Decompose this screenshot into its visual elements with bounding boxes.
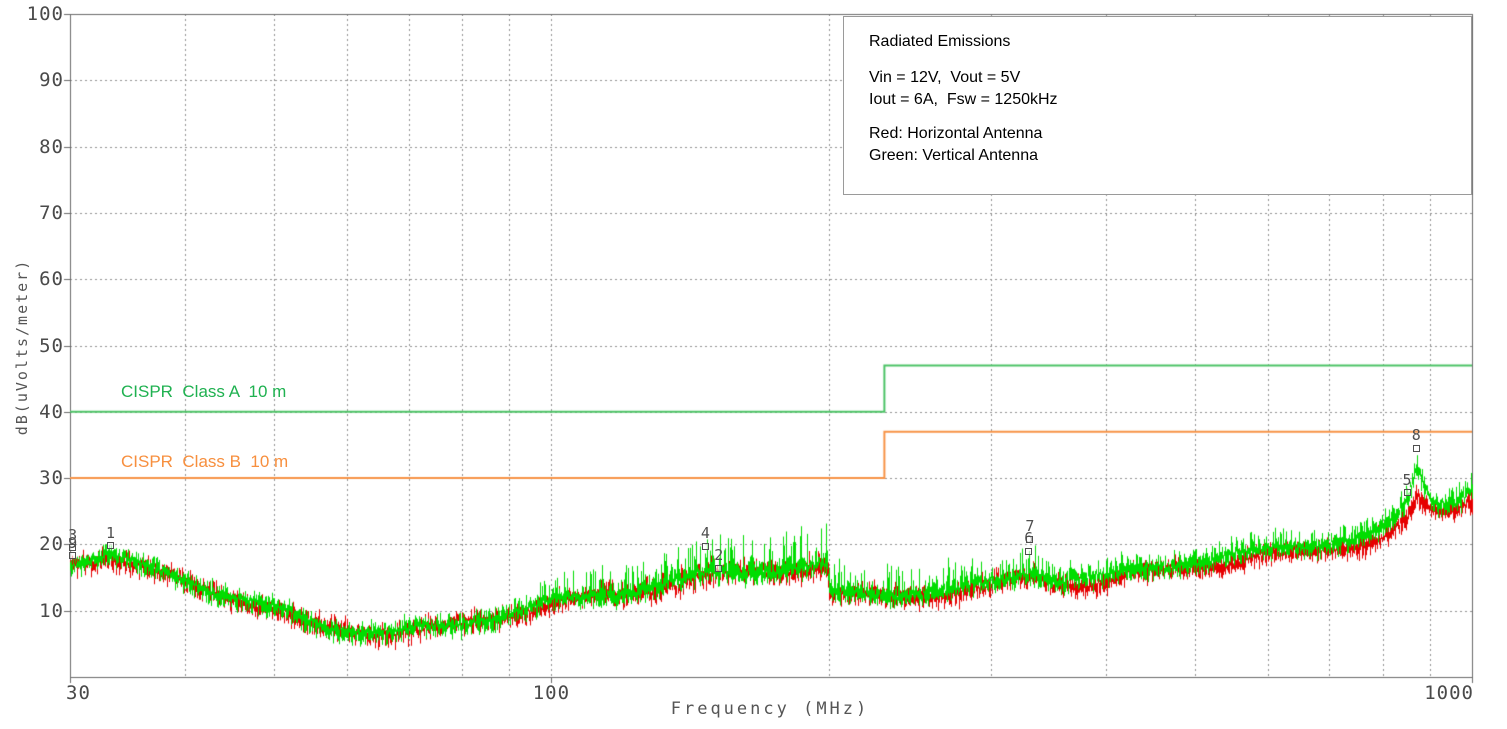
y-tick-label: 80	[39, 135, 64, 158]
y-tick-label: 90	[39, 69, 64, 92]
cispr-class-b-label: CISPR Class B 10 m	[121, 452, 289, 471]
x-tick-label: 30	[66, 682, 91, 704]
marker-label: 9	[68, 533, 78, 552]
legend-spacer	[869, 111, 1471, 123]
y-tick-label: 30	[39, 467, 64, 490]
marker-label: 1	[106, 523, 116, 542]
y-tick-label: 70	[39, 201, 64, 224]
marker-square	[69, 544, 77, 552]
marker-square	[715, 564, 723, 572]
marker-square	[1025, 547, 1033, 555]
marker-label: 2	[714, 546, 724, 565]
marker-label: 8	[1411, 426, 1421, 445]
cispr-class-a-label: CISPR Class A 10 m	[121, 382, 287, 401]
marker-label: 3	[68, 525, 78, 544]
legend-title: Radiated Emissions	[869, 33, 1011, 50]
marker-square	[69, 552, 77, 560]
legend-red-note: Red: Horizontal Antenna	[869, 125, 1043, 142]
y-tick-label: 40	[39, 400, 64, 423]
marker-square	[701, 542, 709, 550]
marker-square	[107, 542, 115, 550]
x-tick-label: 100	[532, 682, 571, 704]
x-axis-title: Frequency (MHz)	[670, 699, 870, 719]
x-tick-label: 1000	[1424, 682, 1474, 704]
marker-square	[1412, 444, 1420, 452]
y-tick-label: 100	[26, 3, 64, 25]
y-tick-label: 50	[39, 334, 64, 357]
marker-label: 5	[1402, 470, 1412, 489]
legend-conditions-2: Iout = 6A, Fsw = 1250kHz	[869, 91, 1058, 108]
legend-green-note: Green: Vertical Antenna	[869, 147, 1038, 164]
legend-conditions-1: Vin = 12V, Vout = 5V	[869, 69, 1021, 86]
y-tick-label: 20	[39, 533, 64, 556]
marker-square	[1026, 535, 1034, 543]
y-tick-label: 10	[39, 599, 64, 622]
marker-label: 7	[1025, 517, 1035, 536]
legend-box: Radiated Emissions Vin = 12V, Vout = 5V …	[843, 16, 1472, 195]
y-tick-label: 60	[39, 268, 64, 291]
marker-square	[1403, 489, 1411, 497]
marker-label: 4	[700, 524, 710, 543]
